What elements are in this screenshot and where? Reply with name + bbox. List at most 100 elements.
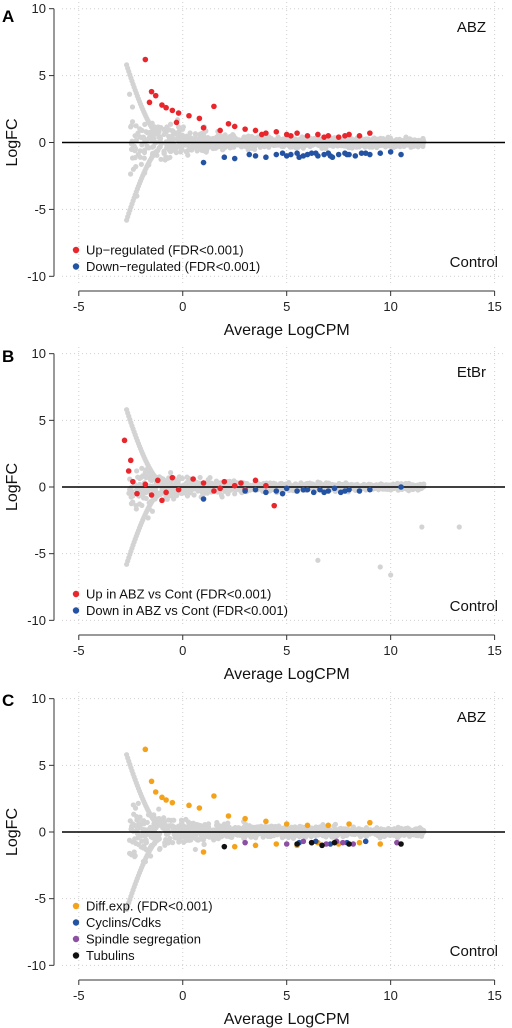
background-point bbox=[200, 492, 206, 498]
data-point bbox=[221, 478, 228, 485]
data-point bbox=[288, 133, 294, 139]
data-point bbox=[350, 841, 357, 847]
background-point bbox=[126, 91, 133, 97]
background-point bbox=[174, 493, 180, 499]
data-point bbox=[367, 819, 373, 826]
series-1 bbox=[200, 149, 404, 166]
y-tick-label: -5 bbox=[34, 891, 46, 906]
background-point bbox=[149, 477, 155, 484]
background-point bbox=[140, 845, 146, 851]
data-point bbox=[283, 821, 290, 827]
background-point bbox=[218, 492, 225, 498]
data-point bbox=[148, 88, 155, 95]
background-point bbox=[142, 147, 148, 153]
data-point bbox=[398, 151, 404, 158]
data-point bbox=[346, 821, 352, 827]
data-point bbox=[252, 127, 259, 134]
background-point bbox=[132, 133, 138, 139]
data-point bbox=[211, 793, 217, 799]
data-point bbox=[288, 151, 294, 158]
data-point bbox=[211, 488, 217, 494]
background-point bbox=[135, 800, 141, 806]
background-point bbox=[215, 142, 221, 148]
background-point bbox=[193, 835, 199, 842]
data-point bbox=[331, 839, 338, 846]
data-point bbox=[152, 92, 159, 99]
background-point bbox=[207, 475, 213, 481]
background-point bbox=[155, 147, 161, 154]
background-point bbox=[157, 845, 163, 852]
data-point bbox=[367, 130, 373, 136]
background-point bbox=[286, 481, 293, 487]
background-point bbox=[157, 135, 164, 141]
background-point bbox=[134, 468, 140, 474]
background-point bbox=[343, 137, 349, 144]
background-point bbox=[208, 831, 215, 837]
background-point bbox=[133, 123, 139, 129]
y-tick-label: -10 bbox=[27, 269, 46, 284]
y-tick-label: -5 bbox=[34, 546, 46, 561]
background-point bbox=[295, 144, 301, 150]
background-point bbox=[148, 834, 154, 840]
data-point bbox=[169, 474, 176, 481]
background-point bbox=[384, 137, 390, 143]
data-point bbox=[242, 815, 248, 822]
background-point bbox=[226, 833, 233, 840]
background-point bbox=[409, 144, 415, 150]
background-point bbox=[139, 142, 145, 148]
background-point bbox=[177, 838, 183, 844]
background-point bbox=[167, 835, 173, 842]
data-point bbox=[242, 488, 248, 494]
legend-swatch bbox=[72, 590, 80, 598]
background-point bbox=[142, 121, 148, 127]
background-point bbox=[191, 492, 197, 498]
legend-swatch bbox=[72, 935, 80, 943]
background-point bbox=[180, 124, 186, 130]
background-point bbox=[415, 833, 421, 839]
background-point bbox=[213, 835, 219, 841]
background-point bbox=[192, 131, 199, 138]
background-point bbox=[187, 145, 193, 151]
background-point bbox=[156, 806, 162, 812]
background-point bbox=[366, 144, 373, 150]
background-point bbox=[137, 126, 143, 132]
background-point bbox=[133, 163, 139, 170]
data-point bbox=[221, 843, 228, 850]
background-point bbox=[132, 148, 138, 154]
background-point bbox=[226, 142, 233, 148]
data-point bbox=[200, 159, 207, 166]
background-point bbox=[176, 124, 182, 130]
background-point bbox=[130, 802, 136, 808]
data-point bbox=[342, 133, 348, 139]
background-point bbox=[201, 841, 207, 847]
background-point bbox=[138, 161, 144, 167]
background-point bbox=[222, 132, 228, 138]
background-point bbox=[133, 137, 140, 143]
legend-label: Down in ABZ vs Cont (FDR<0.001) bbox=[86, 603, 288, 618]
data-point bbox=[283, 485, 290, 492]
x-tick-label: 10 bbox=[383, 643, 397, 658]
data-point bbox=[159, 497, 165, 504]
data-point bbox=[258, 131, 265, 138]
background-point bbox=[143, 129, 149, 135]
background-point bbox=[377, 564, 383, 570]
background-point bbox=[209, 481, 215, 487]
background-point bbox=[165, 817, 172, 823]
data-point bbox=[273, 488, 280, 494]
data-point bbox=[319, 842, 325, 849]
background-point bbox=[249, 143, 255, 150]
background-point bbox=[198, 134, 204, 140]
background-point bbox=[126, 490, 132, 496]
background-point bbox=[152, 826, 158, 832]
y-tick-label: -10 bbox=[27, 958, 46, 973]
background-point bbox=[199, 147, 205, 153]
series-0 bbox=[121, 437, 278, 509]
panel-letter: A bbox=[2, 7, 14, 26]
background-point bbox=[226, 136, 232, 142]
background-point bbox=[215, 133, 222, 139]
background-point bbox=[139, 465, 145, 471]
y-axis-title: LogFC bbox=[4, 463, 21, 511]
background-point bbox=[224, 827, 231, 833]
background-point bbox=[127, 171, 134, 177]
